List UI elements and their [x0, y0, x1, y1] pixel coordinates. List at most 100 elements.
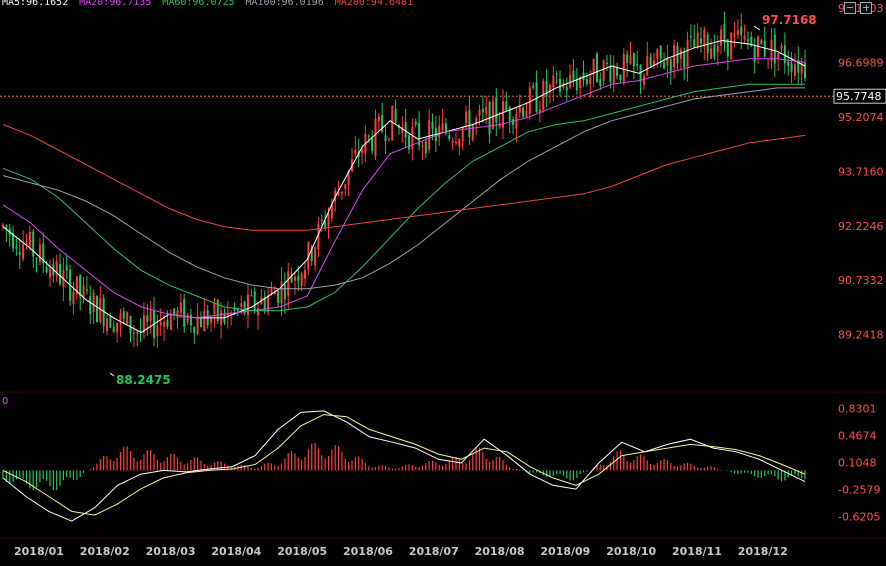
candle-body	[112, 326, 115, 332]
candle-body	[629, 55, 632, 64]
candle-body	[458, 139, 461, 147]
date-axis-tick: 2018/12	[738, 545, 788, 558]
candle-body	[92, 292, 95, 313]
candle-body	[777, 53, 780, 59]
ma-line-ma5	[2, 39, 806, 334]
candle-body	[572, 70, 575, 81]
candle-body	[804, 63, 806, 79]
candle-body	[163, 321, 166, 327]
candle-body	[532, 85, 535, 88]
candle-body	[498, 123, 501, 127]
macd-axis-tick: -0.6205	[838, 511, 880, 524]
candle-body	[159, 321, 162, 326]
candle-body	[371, 137, 374, 151]
candle-body	[15, 246, 18, 249]
candle-body	[55, 261, 58, 276]
candle-body	[320, 219, 323, 222]
candle-body	[689, 36, 692, 38]
candle-body	[555, 73, 558, 75]
candle-body	[240, 303, 243, 307]
candle-body	[535, 82, 538, 112]
candle-body	[196, 316, 199, 334]
macd-axis-tick: 0.8301	[838, 403, 877, 416]
candle-body	[169, 313, 172, 330]
zoom-out-button[interactable]	[844, 2, 856, 14]
candle-body	[250, 295, 253, 297]
candle-body	[290, 276, 293, 283]
candle-body	[357, 151, 360, 158]
candle-body	[267, 295, 270, 313]
candle-body	[542, 80, 545, 110]
candle-body	[65, 265, 68, 271]
candle-body	[304, 269, 307, 279]
candle-body	[404, 121, 407, 138]
date-axis-tick: 2018/08	[475, 545, 525, 558]
candle-body	[723, 24, 726, 44]
candle-body	[337, 192, 340, 195]
candle-body	[391, 105, 394, 141]
candle-body	[632, 53, 635, 67]
candle-body	[548, 84, 551, 93]
candle-body	[451, 140, 454, 143]
macd-axis-tick: 0.4674	[838, 430, 877, 443]
candle-body	[478, 109, 481, 116]
candle-body	[619, 74, 622, 81]
candle-body	[475, 118, 478, 124]
date-axis-tick: 2018/06	[343, 545, 393, 558]
candle-body	[485, 106, 488, 114]
candle-body	[639, 65, 642, 82]
candle-body	[599, 79, 602, 87]
last-price-label: 95.7748	[836, 90, 882, 103]
price-axis-tick: 93.7160	[838, 165, 884, 178]
candle-body	[525, 110, 528, 119]
ma-line-ma200	[2, 124, 806, 231]
candle-body	[538, 109, 541, 113]
candle-body	[461, 126, 464, 142]
candle-body	[75, 276, 78, 295]
indicator-label: 0	[2, 396, 8, 407]
candle-body	[273, 292, 276, 295]
candle-body	[99, 298, 102, 322]
candle-body	[156, 325, 159, 337]
candle-body	[183, 298, 186, 327]
price-axis-tick: 89.2418	[838, 329, 884, 342]
candle-body	[652, 60, 655, 67]
ma-legend-item: MA100:96.0196	[246, 0, 324, 8]
macd-axis-tick: 0.1048	[838, 457, 877, 470]
candle-body	[263, 297, 266, 310]
candle-body	[340, 191, 343, 194]
zoom-in-button[interactable]	[860, 2, 872, 14]
candle-body	[347, 170, 350, 185]
candle-body	[236, 309, 239, 311]
candle-body	[465, 111, 468, 124]
candle-body	[565, 86, 568, 91]
candle-body	[210, 318, 213, 323]
candle-body	[663, 62, 666, 69]
candle-body	[431, 121, 434, 129]
candle-body	[418, 122, 421, 146]
ma-legend-item: MA60:96.0725	[162, 0, 234, 8]
candle-body	[753, 46, 756, 62]
candle-body	[636, 64, 639, 66]
candle-body	[726, 39, 729, 57]
candle-body	[85, 289, 88, 291]
candle-body	[720, 29, 723, 46]
macd-dea-line	[2, 414, 806, 516]
candle-body	[283, 284, 286, 300]
candle-body	[411, 126, 414, 150]
candle-body	[646, 55, 649, 76]
candle-body	[790, 63, 793, 72]
candle-body	[216, 299, 219, 321]
candle-body	[455, 141, 458, 143]
candle-body	[361, 150, 364, 154]
candle-body	[468, 109, 471, 138]
macd-dif-line	[2, 410, 806, 522]
candle-body	[132, 332, 135, 334]
candle-body	[783, 45, 786, 64]
candle-body	[277, 290, 280, 303]
candle-body	[471, 125, 474, 140]
candle-body	[116, 322, 119, 332]
candle-body	[800, 63, 803, 74]
candle-body	[243, 302, 246, 314]
candle-body	[149, 310, 152, 322]
